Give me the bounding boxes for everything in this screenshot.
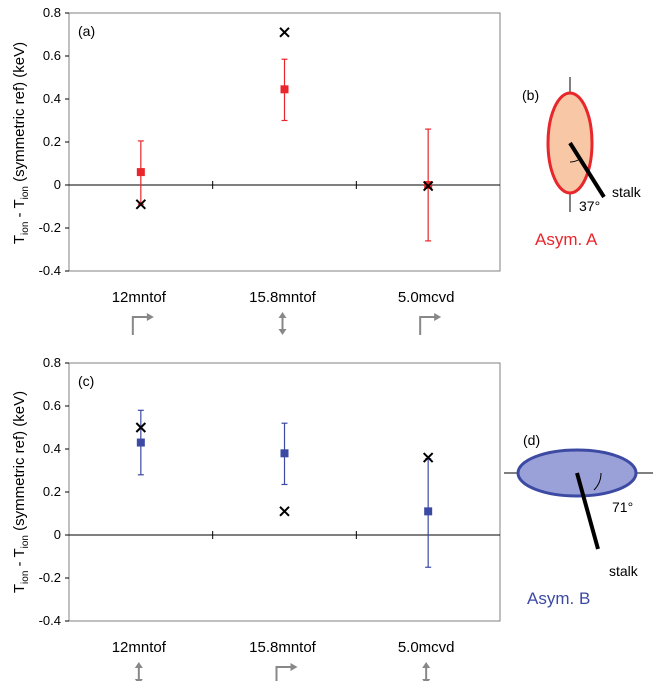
arrow-shaft <box>275 666 293 681</box>
cross-stroke <box>279 506 290 517</box>
arrow-head <box>278 312 287 318</box>
stalk-line-b <box>575 472 600 550</box>
category-label: 12mntof <box>112 639 167 656</box>
svg-text:Tion - Tion (symmetric ref) (k: Tion - Tion (symmetric ref) (keV) <box>11 391 31 593</box>
angle-arc-a <box>569 158 581 163</box>
vertical-double-arrow-icon <box>134 662 143 681</box>
y-tick-label: -0.2 <box>39 570 61 585</box>
category-label: 12mntof <box>112 289 167 306</box>
data-point-cross <box>279 27 290 38</box>
data-point-square <box>280 449 289 458</box>
bent-arrow-icon <box>131 313 154 335</box>
panel-label: (c) <box>78 373 94 389</box>
y-axis-title-a: Tion - Tion (symmetric ref) (keV) <box>11 42 31 244</box>
panel-label: (a) <box>78 23 95 39</box>
y-tick-label: 0.2 <box>43 484 61 499</box>
category-label: 5.0mcvd <box>398 289 455 306</box>
svg-text:Tion - Tion (symmetric ref) (k: Tion - Tion (symmetric ref) (keV) <box>11 42 31 244</box>
y-tick-label: 0.6 <box>43 48 61 63</box>
arrow-head <box>134 662 143 668</box>
y-tick-label: 0 <box>54 177 61 192</box>
y-tick-label: 0.6 <box>43 398 61 413</box>
data-point-square <box>280 85 289 94</box>
data-point-cross <box>422 180 434 192</box>
data-point-cross <box>422 452 434 463</box>
y-tick-label: 0.4 <box>43 441 61 456</box>
diagram-title-b: Asym. B <box>527 589 590 608</box>
arrow-head <box>434 313 442 321</box>
chart-panel-c: 0.8 0.6 0.4 0.2 0 -0.2 -0.4 (c) 12mntof 15.8mntof… <box>39 355 501 681</box>
bent-arrow-icon <box>275 663 298 681</box>
arrow-shaft <box>131 316 149 335</box>
vertical-double-arrow-icon <box>422 662 431 681</box>
cross-stroke <box>279 27 290 38</box>
angle-label-b: 71° <box>612 499 633 515</box>
y-tick-label: 0.4 <box>43 91 61 106</box>
angle-arc-b <box>593 472 602 491</box>
category-label: 5.0mcvd <box>398 639 455 656</box>
cross-stroke <box>135 199 147 210</box>
cross-stroke <box>422 452 434 463</box>
category-label: 15.8mntof <box>249 289 317 306</box>
data-point-cross <box>135 422 147 433</box>
cross-stroke <box>135 422 147 433</box>
diagram-asym-b: (d) 71° stalk Asym. B <box>504 432 653 608</box>
plot-frame <box>68 362 501 622</box>
diagram-d-label: (d) <box>523 432 540 448</box>
stalk-label-a: stalk <box>612 184 642 200</box>
diagram-b-label: (b) <box>522 87 539 103</box>
y-tick-label: 0.8 <box>43 5 61 20</box>
y-tick-label: -0.4 <box>39 613 61 628</box>
category-label: 15.8mntof <box>249 639 317 656</box>
data-point-square <box>136 438 145 447</box>
arrow-head <box>422 662 431 668</box>
plot-frame <box>68 12 501 272</box>
vertical-double-arrow-icon <box>278 312 287 335</box>
y-tick-label: 0.2 <box>43 134 61 149</box>
bent-arrow-icon <box>419 313 442 335</box>
y-tick-label: -0.4 <box>39 263 61 278</box>
y-axis-title-c: Tion - Tion (symmetric ref) (keV) <box>11 391 31 593</box>
stalk-line-a <box>568 141 606 199</box>
data-point-square <box>424 507 433 516</box>
arrow-head <box>146 313 154 321</box>
data-point-cross <box>279 506 290 517</box>
data-point-square <box>136 168 145 177</box>
y-tick-label: 0.8 <box>43 355 61 370</box>
data-point-cross <box>135 199 147 210</box>
diagram-title-a: Asym. A <box>535 230 598 249</box>
stalk-label-b: stalk <box>609 563 639 579</box>
angle-label-a: 37° <box>579 198 600 214</box>
arrow-head <box>278 329 287 335</box>
diagram-asym-a: (b) stalk 37° Asym. A <box>522 77 642 249</box>
chart-panel-a: 0.8 0.6 0.4 0.2 0 -0.2 -0.4 (a) 12mntof 15.8mntof… <box>39 5 501 335</box>
arrow-head <box>290 663 298 671</box>
cross-stroke <box>422 180 434 192</box>
arrow-shaft <box>419 316 437 335</box>
y-tick-label: 0 <box>54 527 61 542</box>
y-tick-label: -0.2 <box>39 220 61 235</box>
